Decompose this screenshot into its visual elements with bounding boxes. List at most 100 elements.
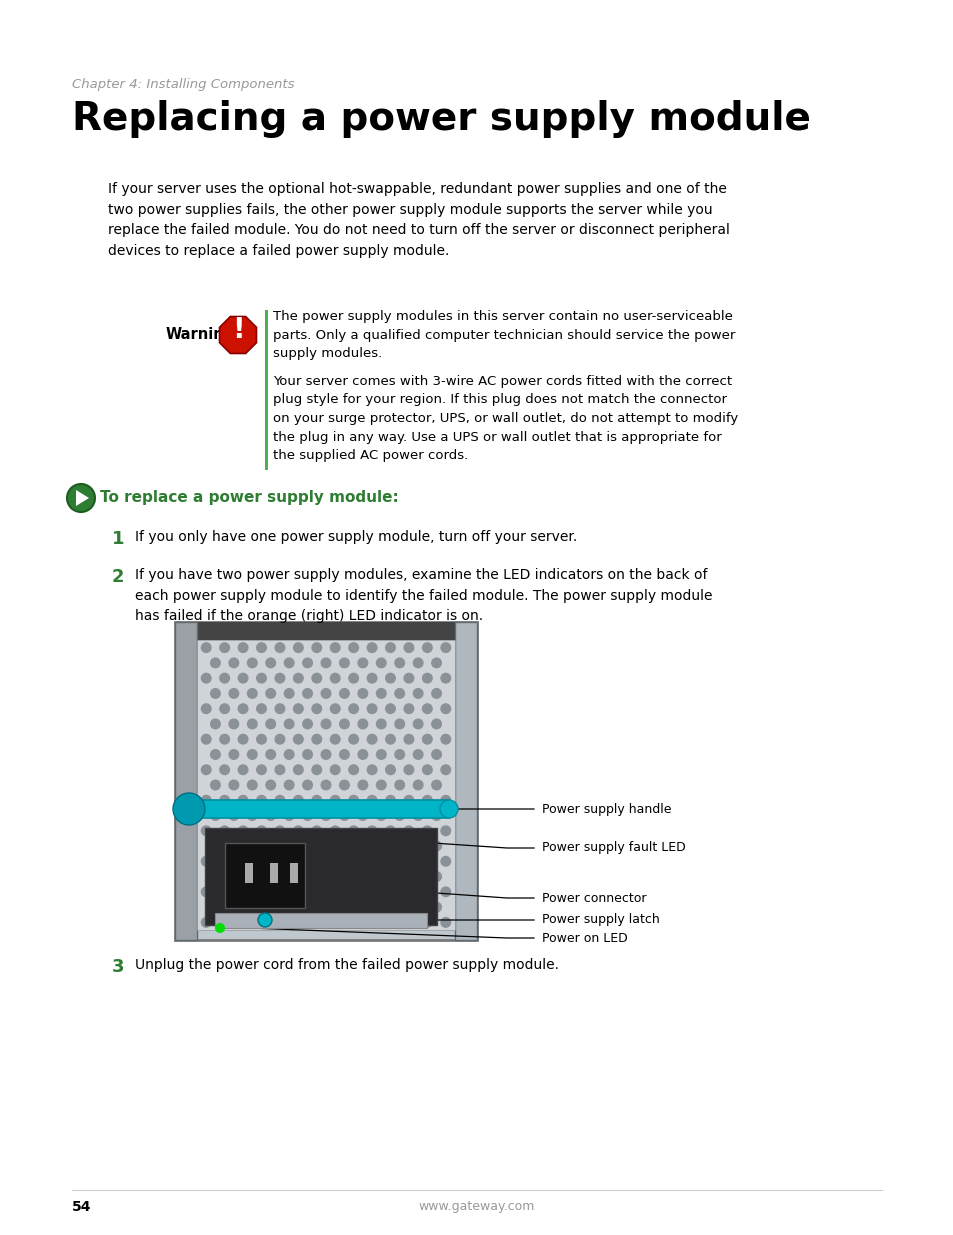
Text: Power connector: Power connector [541, 892, 646, 904]
Circle shape [320, 871, 331, 882]
Circle shape [366, 703, 377, 714]
Circle shape [210, 688, 221, 699]
Circle shape [255, 764, 267, 776]
Circle shape [302, 657, 313, 668]
Circle shape [394, 719, 405, 730]
Circle shape [214, 923, 225, 932]
Circle shape [311, 703, 322, 714]
Bar [270, 863, 277, 883]
Circle shape [421, 703, 433, 714]
Circle shape [219, 887, 230, 898]
Circle shape [385, 764, 395, 776]
Circle shape [413, 810, 423, 821]
Circle shape [228, 657, 239, 668]
Circle shape [385, 642, 395, 653]
Circle shape [237, 642, 249, 653]
Circle shape [357, 719, 368, 730]
Circle shape [274, 703, 285, 714]
Circle shape [421, 916, 433, 927]
Bar [174, 622, 196, 940]
Circle shape [403, 642, 414, 653]
Circle shape [421, 764, 433, 776]
Circle shape [375, 841, 386, 852]
Circle shape [247, 748, 257, 760]
Circle shape [431, 719, 441, 730]
Text: If your server uses the optional hot-swappable, redundant power supplies and one: If your server uses the optional hot-swa… [108, 182, 729, 258]
Circle shape [403, 795, 414, 805]
Circle shape [274, 856, 285, 867]
Circle shape [255, 825, 267, 836]
Circle shape [265, 688, 276, 699]
Circle shape [257, 913, 272, 927]
Bar [174, 622, 476, 940]
Circle shape [357, 688, 368, 699]
Circle shape [219, 703, 230, 714]
Circle shape [265, 657, 276, 668]
Circle shape [274, 795, 285, 805]
Circle shape [366, 673, 377, 684]
Circle shape [330, 703, 340, 714]
Bar [196, 640, 455, 930]
Circle shape [274, 825, 285, 836]
Circle shape [385, 825, 395, 836]
Circle shape [255, 734, 267, 745]
Circle shape [302, 779, 313, 790]
Circle shape [375, 779, 386, 790]
Circle shape [265, 871, 276, 882]
Circle shape [172, 793, 205, 825]
Circle shape [311, 856, 322, 867]
Circle shape [302, 902, 313, 913]
Circle shape [219, 642, 230, 653]
Circle shape [255, 673, 267, 684]
Circle shape [219, 673, 230, 684]
Circle shape [283, 810, 294, 821]
Circle shape [348, 764, 358, 776]
Circle shape [210, 748, 221, 760]
Text: Power supply latch: Power supply latch [541, 914, 659, 926]
Circle shape [293, 887, 304, 898]
Circle shape [302, 841, 313, 852]
Circle shape [255, 916, 267, 927]
Circle shape [320, 688, 331, 699]
Text: If you have two power supply modules, examine the LED indicators on the back of
: If you have two power supply modules, ex… [135, 568, 712, 624]
Circle shape [237, 887, 249, 898]
Circle shape [200, 856, 212, 867]
Circle shape [348, 916, 358, 927]
Bar [455, 622, 476, 940]
Text: Power on LED: Power on LED [541, 931, 627, 945]
Circle shape [265, 810, 276, 821]
Circle shape [210, 657, 221, 668]
Circle shape [413, 871, 423, 882]
Circle shape [375, 902, 386, 913]
Circle shape [413, 719, 423, 730]
Text: !: ! [232, 316, 244, 345]
Circle shape [283, 902, 294, 913]
Circle shape [421, 642, 433, 653]
Circle shape [403, 734, 414, 745]
Circle shape [439, 800, 457, 818]
Circle shape [403, 673, 414, 684]
Circle shape [320, 810, 331, 821]
Circle shape [348, 673, 358, 684]
Circle shape [293, 916, 304, 927]
Circle shape [413, 779, 423, 790]
Circle shape [237, 673, 249, 684]
Circle shape [413, 841, 423, 852]
Circle shape [274, 887, 285, 898]
Circle shape [274, 642, 285, 653]
Circle shape [293, 703, 304, 714]
Circle shape [210, 902, 221, 913]
Circle shape [228, 902, 239, 913]
Circle shape [338, 779, 350, 790]
Text: The power supply modules in this server contain no user-serviceable
parts. Only : The power supply modules in this server … [273, 310, 735, 359]
Circle shape [330, 856, 340, 867]
Circle shape [320, 657, 331, 668]
Text: Your server comes with 3-wire AC power cords fitted with the correct
plug style : Your server comes with 3-wire AC power c… [273, 375, 738, 462]
Circle shape [431, 841, 441, 852]
Circle shape [413, 748, 423, 760]
Circle shape [357, 902, 368, 913]
Circle shape [283, 748, 294, 760]
Circle shape [302, 688, 313, 699]
Polygon shape [76, 490, 89, 506]
Circle shape [247, 810, 257, 821]
